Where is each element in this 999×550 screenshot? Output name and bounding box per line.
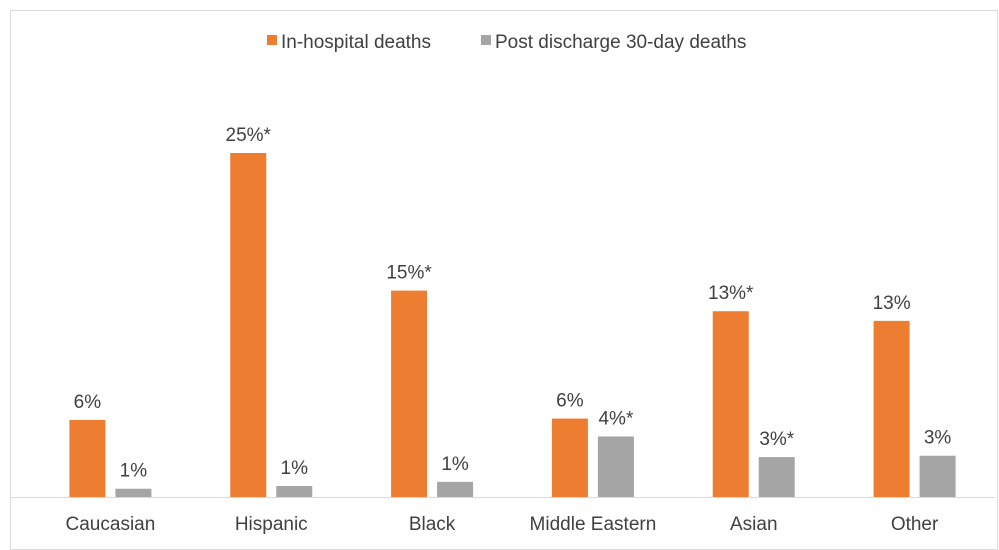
value-label-in-hospital-0: 6% xyxy=(74,392,102,413)
bar-in-hospital-4 xyxy=(712,311,749,497)
legend-swatch-post-discharge xyxy=(481,35,491,45)
bar-in-hospital-2 xyxy=(391,290,428,497)
value-label-post-discharge-1: 1% xyxy=(281,458,309,479)
bar-post-discharge-1 xyxy=(276,485,313,497)
legend: In-hospital deaths Post discharge 30-day … xyxy=(267,32,746,53)
value-label-in-hospital-3: 6% xyxy=(556,391,584,412)
x-tick-label-4: Asian xyxy=(730,514,778,535)
legend-swatch-in-hospital xyxy=(267,35,277,45)
x-tick-label-2: Black xyxy=(409,514,456,535)
x-tick-label-1: Hispanic xyxy=(235,514,308,535)
x-tick-label-3: Middle Eastern xyxy=(530,514,657,535)
value-label-post-discharge-3: 4%* xyxy=(598,408,633,429)
legend-label-in-hospital: In-hospital deaths xyxy=(281,32,431,53)
bar-in-hospital-5 xyxy=(873,320,910,497)
value-label-post-discharge-2: 1% xyxy=(441,454,469,475)
bars-group xyxy=(69,153,956,497)
bar-in-hospital-3 xyxy=(551,418,588,497)
value-label-post-discharge-4: 3%* xyxy=(759,429,794,450)
value-label-in-hospital-2: 15%* xyxy=(386,263,432,284)
bar-post-discharge-5 xyxy=(919,455,956,497)
value-label-in-hospital-4: 13%* xyxy=(708,283,754,304)
bar-post-discharge-3 xyxy=(597,436,634,497)
value-label-post-discharge-0: 1% xyxy=(120,461,148,482)
bar-post-discharge-2 xyxy=(437,481,474,497)
bar-chart: In-hospital deaths Post discharge 30-day … xyxy=(10,32,995,535)
value-label-in-hospital-1: 25%* xyxy=(226,125,272,146)
bar-post-discharge-0 xyxy=(115,488,152,497)
bar-in-hospital-1 xyxy=(230,153,267,497)
legend-label-post-discharge: Post discharge 30-day deaths xyxy=(495,32,746,53)
x-tick-labels-group: Caucasian Hispanic Black Middle Eastern Asia… xyxy=(66,514,939,535)
bar-in-hospital-0 xyxy=(69,419,106,497)
x-tick-label-0: Caucasian xyxy=(66,514,156,535)
chart-frame xyxy=(10,10,998,550)
value-label-post-discharge-5: 3% xyxy=(924,428,952,449)
bar-post-discharge-4 xyxy=(758,457,795,497)
value-label-in-hospital-5: 13% xyxy=(873,293,911,314)
x-tick-label-5: Other xyxy=(891,514,939,535)
value-labels-group: 6% 1% 25%* 1% 15%* 1% 6% 4%* 13%* 3%* 13% 3% xyxy=(74,125,952,482)
